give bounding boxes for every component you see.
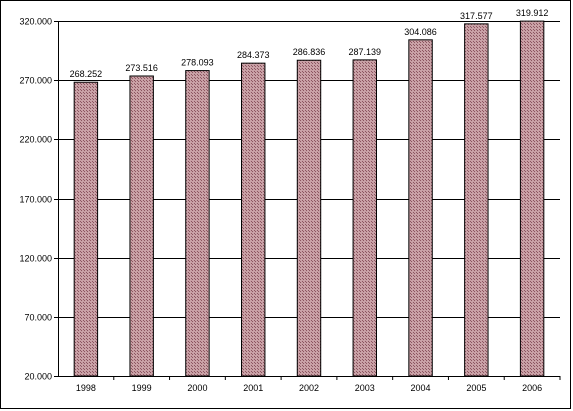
data-label-2001: 284.373 [237, 50, 270, 60]
y-axis-labels: 20.000 70.000 120.000 170.000 220.000 270.000… [19, 17, 52, 382]
bar-1998 [73, 81, 99, 377]
bar-2004 [408, 39, 433, 377]
bar-1999 [129, 75, 154, 377]
bar-2002 [296, 59, 322, 377]
data-label-2004: 304.086 [404, 27, 437, 37]
data-label-2005: 317.577 [460, 11, 493, 21]
y-tick-label: 220.000 [19, 135, 52, 145]
x-tick-label-2001: 2001 [243, 383, 263, 393]
x-tick-label-2004: 2004 [411, 383, 431, 393]
y-tick-label: 270.000 [19, 76, 52, 86]
y-tick-label: 320.000 [19, 17, 52, 27]
bar-2006 [519, 20, 545, 377]
bar-2003 [352, 59, 377, 377]
x-tick-label-2000: 2000 [187, 383, 207, 393]
data-label-2003: 287.139 [349, 47, 382, 57]
y-tick-label: 20.000 [24, 372, 52, 382]
data-label-2006: 319.912 [516, 8, 549, 18]
data-label-2000: 278.093 [181, 58, 214, 68]
x-tick-label-1999: 1999 [132, 383, 152, 393]
bar-2001 [241, 62, 266, 377]
data-labels: 268.252 273.516 278.093 284.373 286.836 287.1… [70, 8, 549, 79]
y-tick-label: 120.000 [19, 254, 52, 264]
x-tick-label-2003: 2003 [355, 383, 375, 393]
y-tick-label: 170.000 [19, 195, 52, 205]
x-tick-label-2006: 2006 [522, 383, 542, 393]
bars [73, 20, 545, 377]
x-tick-label-1998: 1998 [76, 383, 96, 393]
data-label-1998: 268.252 [70, 69, 103, 79]
bar-2000 [185, 70, 210, 377]
axes [54, 21, 561, 380]
x-axis-labels: 1998 1999 2000 2001 2002 2003 2004 2005 2006 [76, 383, 542, 393]
x-tick-label-2002: 2002 [299, 383, 319, 393]
data-label-1999: 273.516 [125, 63, 158, 73]
x-tick-label-2005: 2005 [466, 383, 486, 393]
bar-2005 [464, 23, 489, 377]
y-tick-label: 70.000 [24, 313, 52, 323]
data-label-2002: 286.836 [293, 47, 326, 57]
